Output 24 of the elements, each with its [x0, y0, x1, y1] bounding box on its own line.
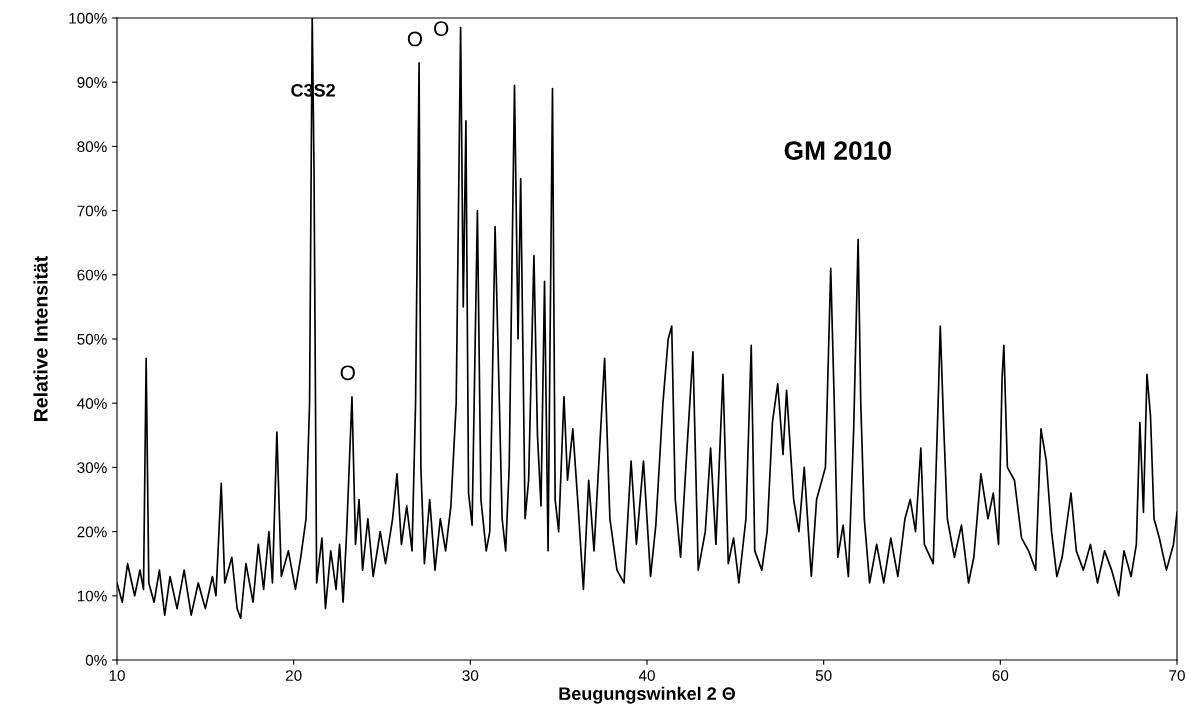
- x-tick-label: 30: [462, 670, 479, 681]
- annotation: O: [434, 21, 449, 36]
- y-axis-title: Relative Intensität: [33, 256, 48, 421]
- y-tick-label: 50%: [77, 333, 107, 345]
- y-tick-label: 0%: [85, 654, 107, 666]
- annotation: O: [407, 31, 423, 47]
- y-tick-label: 10%: [77, 590, 107, 602]
- y-tick-label: 70%: [77, 205, 107, 217]
- annotation: O: [340, 365, 355, 381]
- x-tick-label: 10: [109, 670, 125, 681]
- x-tick-label: 50: [815, 670, 832, 681]
- y-tick-label: 90%: [77, 77, 107, 88]
- y-tick-label: 80%: [77, 141, 107, 153]
- y-tick-label: 40%: [77, 398, 107, 409]
- x-tick-label: 60: [992, 670, 1009, 681]
- x-tick-label: 70: [1169, 670, 1185, 681]
- y-tick-label: 100%: [69, 12, 107, 24]
- y-tick-label: 60%: [77, 269, 107, 281]
- y-tick-label: 30%: [77, 462, 107, 474]
- y-tick-label: 20%: [77, 526, 107, 538]
- annotation: GM 2010: [784, 141, 891, 160]
- x-axis-title: Beugungswinkel 2 Θ: [559, 686, 736, 704]
- x-tick-label: 40: [638, 670, 655, 681]
- x-tick-label: 20: [285, 670, 302, 681]
